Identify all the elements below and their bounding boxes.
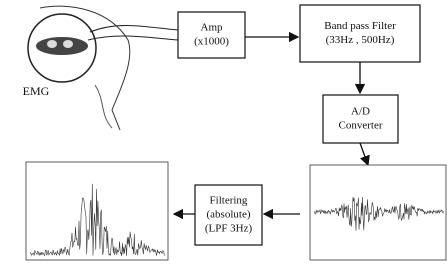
node-label: Band pass Filter [324, 20, 396, 32]
arrow [360, 143, 368, 165]
page: EMG Amp (x1000) Band pass Filter (33Hz , 50… [0, 0, 447, 276]
node-label: Amp [201, 22, 224, 34]
node-label: A/D [351, 106, 370, 118]
node-label: (33Hz , 500Hz) [326, 34, 395, 46]
node-label: (LPF 3Hz) [205, 223, 253, 235]
node-label: Converter [339, 120, 383, 132]
node-label: (absolute) [207, 209, 251, 221]
emg-sensor: EMG [23, 6, 178, 130]
node-label: Filtering [210, 195, 248, 207]
node-label: (x1000) [194, 36, 229, 48]
emg-label: EMG [23, 84, 50, 98]
diagram: EMG Amp (x1000) Band pass Filter (33Hz , 50… [0, 0, 447, 276]
